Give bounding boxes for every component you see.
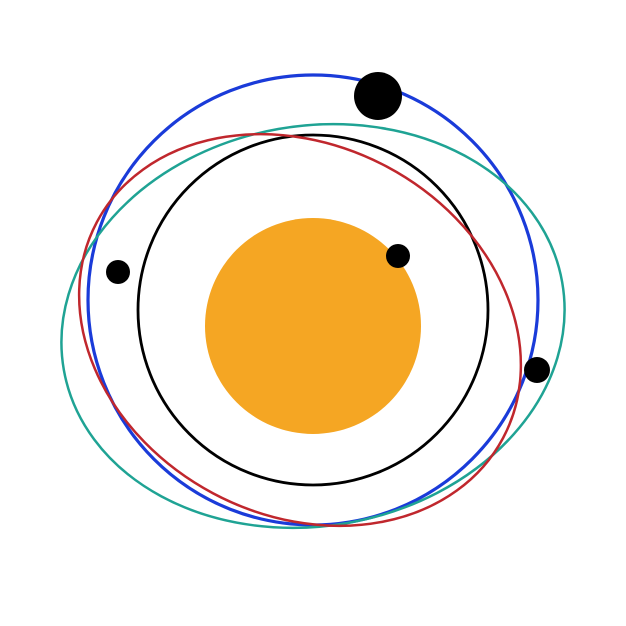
solar-system-diagram — [0, 0, 626, 626]
planet-top — [354, 72, 402, 120]
planet-left — [106, 260, 130, 284]
planet-center-right — [386, 244, 410, 268]
planet-right — [524, 357, 550, 383]
